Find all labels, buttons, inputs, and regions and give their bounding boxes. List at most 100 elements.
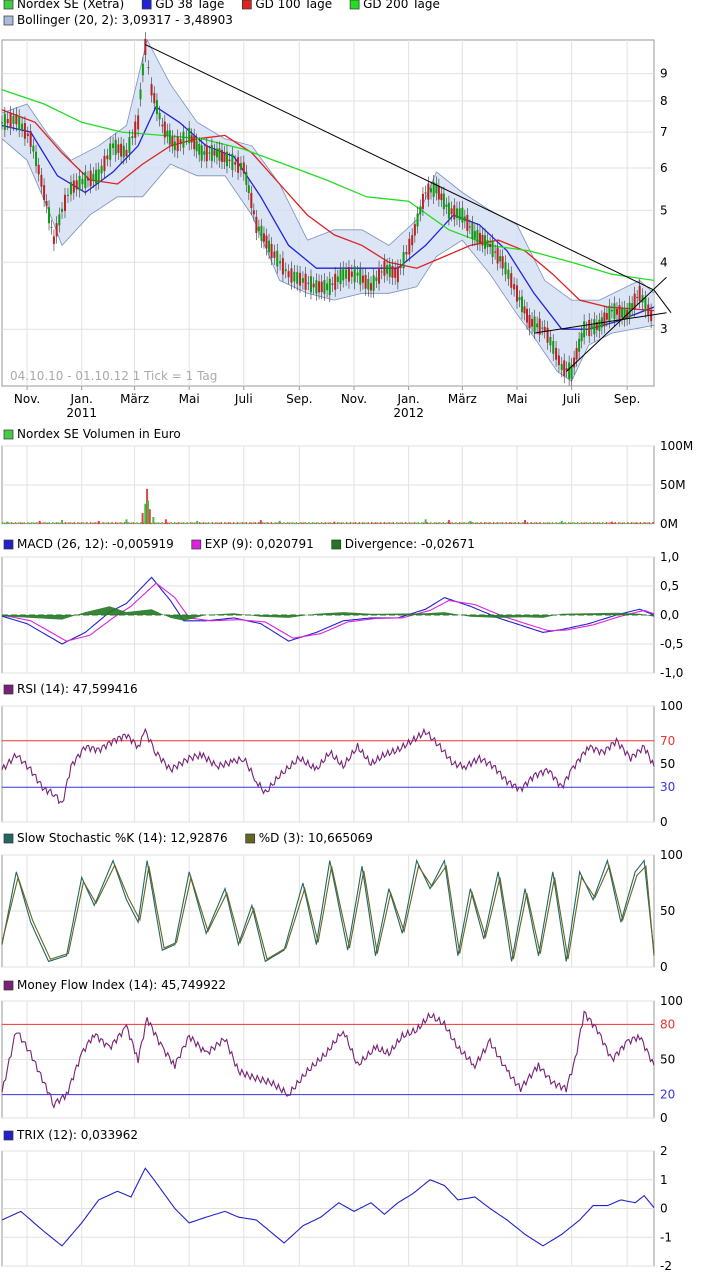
volume-bar [578, 523, 581, 524]
volume-bar [229, 522, 231, 524]
candle-body [461, 207, 464, 223]
volume-bar [390, 522, 393, 524]
candle-body [570, 364, 573, 379]
volume-bar [107, 522, 110, 524]
y-tick-label-stochastic-1: 50 [660, 904, 675, 918]
candle-body [268, 240, 271, 253]
y-tick-label-stochastic-0: 100 [660, 848, 683, 862]
candle-body [476, 230, 479, 244]
volume-bar [467, 522, 470, 524]
candle-body [473, 231, 476, 239]
candle-body [21, 123, 24, 131]
volume-bar [503, 523, 506, 524]
volume-bar [154, 522, 156, 524]
series-line-trix-0 [1, 1167, 655, 1247]
volume-bar [315, 522, 317, 524]
volume-bar [182, 522, 185, 524]
volume-bar [593, 522, 595, 524]
volume-bar [173, 522, 176, 524]
volume-bar [474, 522, 477, 524]
threshold-label-rsi-0: 70 [660, 734, 675, 748]
x-tick-label-5: Sep. [286, 392, 312, 406]
trend-line-3 [653, 289, 672, 314]
y-tick-label-trix-1: 1 [660, 1173, 668, 1187]
candle-body [638, 285, 641, 302]
volume-bar [313, 522, 316, 524]
volume-bar [297, 522, 300, 524]
divergence-area [2, 606, 654, 621]
volume-bar [401, 522, 403, 524]
volume-bar [580, 522, 583, 524]
candle-body [48, 207, 51, 224]
candle-body [447, 202, 450, 219]
volume-bar [569, 522, 572, 524]
volume-bar [302, 522, 305, 524]
volume-bar [456, 523, 459, 524]
legend-label-trix-0: TRIX (12): 0,033962 [16, 1128, 138, 1142]
volume-bar [55, 522, 58, 524]
volume-bar [295, 522, 298, 524]
volume-bar [123, 522, 126, 524]
volume-bar [59, 522, 61, 524]
candle-body [353, 266, 356, 283]
volume-bar [625, 522, 627, 524]
candle-body [81, 178, 84, 185]
volume-bar [157, 522, 160, 524]
legend-swatch-volume-0 [3, 429, 14, 440]
volume-bar [338, 522, 341, 524]
volume-bar [455, 522, 457, 524]
volume-bar [636, 522, 638, 524]
candle-body [636, 296, 639, 298]
candle-body [463, 216, 466, 222]
volume-bar [175, 522, 178, 524]
volume-bar [120, 522, 122, 524]
volume-bar [23, 522, 25, 524]
volume-bar [290, 522, 292, 524]
candle-body [560, 364, 563, 371]
candle-body [114, 139, 117, 155]
volume-bar [227, 522, 230, 524]
legend-swatch-price-2 [241, 0, 252, 10]
volume-bar [10, 522, 13, 524]
volume-bar [501, 522, 504, 524]
volume-bar [376, 522, 378, 524]
candle-body [588, 319, 591, 337]
volume-bar [408, 522, 411, 524]
volume-bar [392, 522, 394, 524]
volume-bar [478, 522, 480, 524]
candle-body [193, 135, 196, 150]
volume-bar [322, 522, 325, 524]
volume-bar-peak [141, 513, 144, 524]
candle-body [318, 281, 321, 293]
volume-bar [288, 522, 291, 524]
candle-body [125, 149, 128, 156]
volume-bar-peak [469, 520, 472, 524]
candle-body [491, 240, 494, 257]
volume-bar [247, 523, 249, 524]
candle-body [628, 302, 631, 318]
volume-bar [428, 522, 430, 524]
candle-body [380, 271, 383, 273]
candle-body [75, 180, 78, 190]
legend-swatch-price-1 [141, 0, 152, 10]
volume-bar [163, 522, 165, 524]
volume-bar [204, 522, 206, 524]
volume-bar [431, 523, 434, 524]
candle-body [163, 121, 166, 138]
candle-body [279, 261, 282, 264]
volume-bar [118, 522, 120, 524]
volume-bar [261, 522, 264, 524]
y-tick-label-rsi-1: 50 [660, 757, 675, 771]
volume-bar-peak [196, 520, 199, 524]
volume-bar [548, 522, 550, 524]
volume-bar [50, 523, 52, 524]
volume-bar [603, 523, 606, 524]
volume-bar [442, 522, 445, 524]
candle-body [223, 152, 226, 163]
legend-label-macd-1: EXP (9): 0,020791 [205, 537, 314, 551]
candle-body [239, 163, 242, 170]
volume-bar [199, 522, 201, 524]
legend-label-price-3: GD 200 Tage [363, 0, 440, 11]
candle-body [323, 280, 326, 294]
